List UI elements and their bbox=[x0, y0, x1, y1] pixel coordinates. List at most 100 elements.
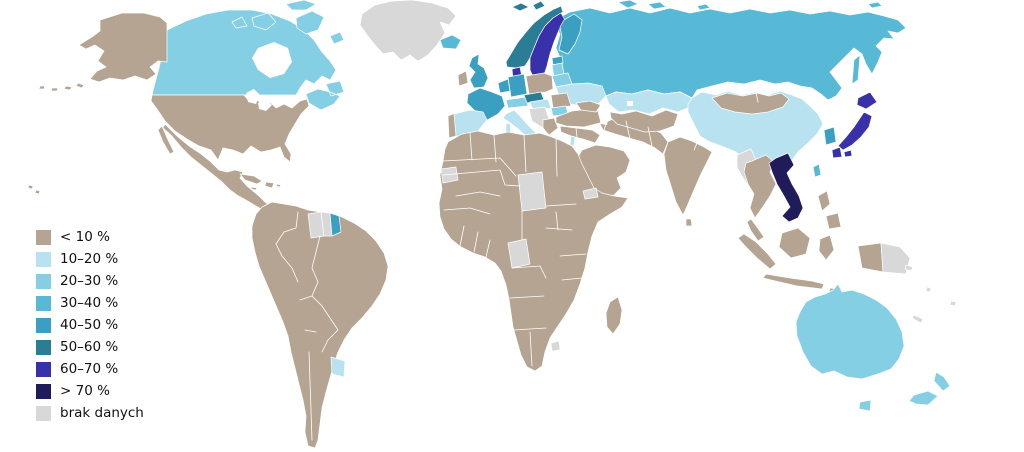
region-iceland bbox=[439, 34, 462, 50]
legend-label: 50–60 % bbox=[60, 339, 119, 355]
hudson-bay bbox=[252, 42, 292, 78]
region-sakhalin bbox=[851, 54, 861, 85]
legend-row: 50–60 % bbox=[36, 336, 144, 358]
region-spain bbox=[453, 109, 488, 138]
region-south-korea bbox=[823, 126, 837, 146]
legend-swatch-icon bbox=[36, 229, 51, 245]
region-hawaii bbox=[27, 184, 41, 195]
region-finland bbox=[558, 13, 583, 55]
region-ireland bbox=[457, 70, 469, 87]
region-uk bbox=[468, 53, 489, 89]
legend-swatch-icon bbox=[36, 405, 51, 421]
region-caribbean-islands bbox=[250, 181, 282, 191]
legend-swatch-icon bbox=[36, 251, 51, 267]
region-eritrea bbox=[582, 187, 599, 200]
legend-swatch bbox=[36, 229, 51, 245]
region-romania bbox=[550, 92, 572, 109]
region-estonia bbox=[551, 55, 564, 66]
legend-swatch bbox=[36, 251, 51, 267]
region-western-sahara bbox=[440, 166, 459, 184]
region-austria-switzerland bbox=[505, 96, 529, 109]
region-russia-arctic-islands bbox=[617, 0, 883, 11]
legend-swatch-icon bbox=[36, 317, 51, 333]
legend-label: < 10 % bbox=[60, 229, 110, 245]
legend-row: 30–40 % bbox=[36, 292, 144, 314]
region-benelux bbox=[497, 78, 511, 94]
region-philippines bbox=[817, 190, 842, 230]
region-new-zealand bbox=[908, 371, 951, 406]
south-america-borders bbox=[275, 211, 339, 441]
legend-row: < 10 % bbox=[36, 226, 144, 248]
legend-swatch-icon bbox=[36, 339, 51, 355]
legend-label: brak danych bbox=[60, 405, 144, 421]
region-south-america bbox=[251, 201, 389, 449]
region-uruguay bbox=[330, 356, 346, 378]
region-malay-peninsula bbox=[746, 218, 765, 242]
region-russia bbox=[553, 7, 907, 104]
caspian-sea bbox=[598, 103, 609, 125]
legend-label: 40–50 % bbox=[60, 317, 119, 333]
region-taiwan bbox=[812, 163, 822, 178]
legend-row: 20–30 % bbox=[36, 270, 144, 292]
great-lakes bbox=[246, 89, 272, 111]
legend: < 10 % 10–20 % 20–30 % 30–40 % 40–50 % 5… bbox=[36, 226, 144, 424]
region-australia bbox=[795, 283, 905, 380]
region-canada-maritimes bbox=[305, 80, 345, 111]
region-canada bbox=[151, 9, 337, 96]
region-israel bbox=[569, 135, 576, 147]
region-caucasus bbox=[575, 100, 602, 113]
legend-swatch bbox=[36, 273, 51, 289]
region-chad bbox=[517, 171, 547, 212]
region-tasmania bbox=[858, 399, 872, 412]
region-pacific-islands bbox=[904, 264, 957, 324]
region-alaska bbox=[78, 12, 168, 83]
legend-row: brak danych bbox=[36, 402, 144, 424]
region-vietnam bbox=[768, 152, 804, 223]
region-cameroon bbox=[507, 238, 531, 269]
region-svalbard bbox=[511, 0, 546, 12]
legend-label: 10–20 % bbox=[60, 251, 119, 267]
legend-swatch-icon bbox=[36, 273, 51, 289]
region-kazakhstan bbox=[605, 89, 693, 115]
asia-borders bbox=[575, 91, 759, 151]
legend-row: 10–20 % bbox=[36, 248, 144, 270]
region-usa bbox=[150, 94, 310, 163]
region-greenland bbox=[359, 0, 457, 62]
legend-swatch bbox=[36, 339, 51, 355]
legend-label: 20–30 % bbox=[60, 273, 119, 289]
legend-swatch bbox=[36, 361, 51, 377]
legend-label: 30–40 % bbox=[60, 295, 119, 311]
region-china bbox=[687, 90, 824, 170]
legend-label: 60–70 % bbox=[60, 361, 119, 377]
region-lesotho bbox=[550, 340, 561, 352]
region-poland bbox=[525, 72, 554, 95]
legend-swatch bbox=[36, 405, 51, 421]
aral-sea bbox=[627, 101, 633, 106]
legend-swatch-icon bbox=[36, 383, 51, 399]
legend-row: > 70 % bbox=[36, 380, 144, 402]
legend-row: 40–50 % bbox=[36, 314, 144, 336]
region-levant bbox=[559, 125, 601, 144]
region-madagascar bbox=[605, 296, 623, 335]
region-india bbox=[663, 136, 713, 216]
region-africa bbox=[438, 130, 629, 372]
region-canada-arctic-islands bbox=[231, 0, 345, 45]
africa-borders bbox=[442, 132, 587, 367]
region-greece bbox=[542, 117, 559, 136]
region-mongolia bbox=[711, 92, 790, 115]
legend-swatch bbox=[36, 295, 51, 311]
region-japan bbox=[831, 91, 878, 159]
legend-row: 60–70 % bbox=[36, 358, 144, 380]
region-turkey bbox=[555, 108, 605, 128]
region-sri-lanka bbox=[685, 218, 693, 227]
region-aleutians bbox=[38, 82, 85, 92]
region-french-guiana bbox=[329, 212, 342, 237]
legend-swatch-icon bbox=[36, 295, 51, 311]
region-germany bbox=[507, 73, 528, 98]
region-cuba bbox=[239, 173, 263, 185]
legend-swatch-icon bbox=[36, 361, 51, 377]
legend-swatch bbox=[36, 383, 51, 399]
legend-label: > 70 % bbox=[60, 383, 110, 399]
